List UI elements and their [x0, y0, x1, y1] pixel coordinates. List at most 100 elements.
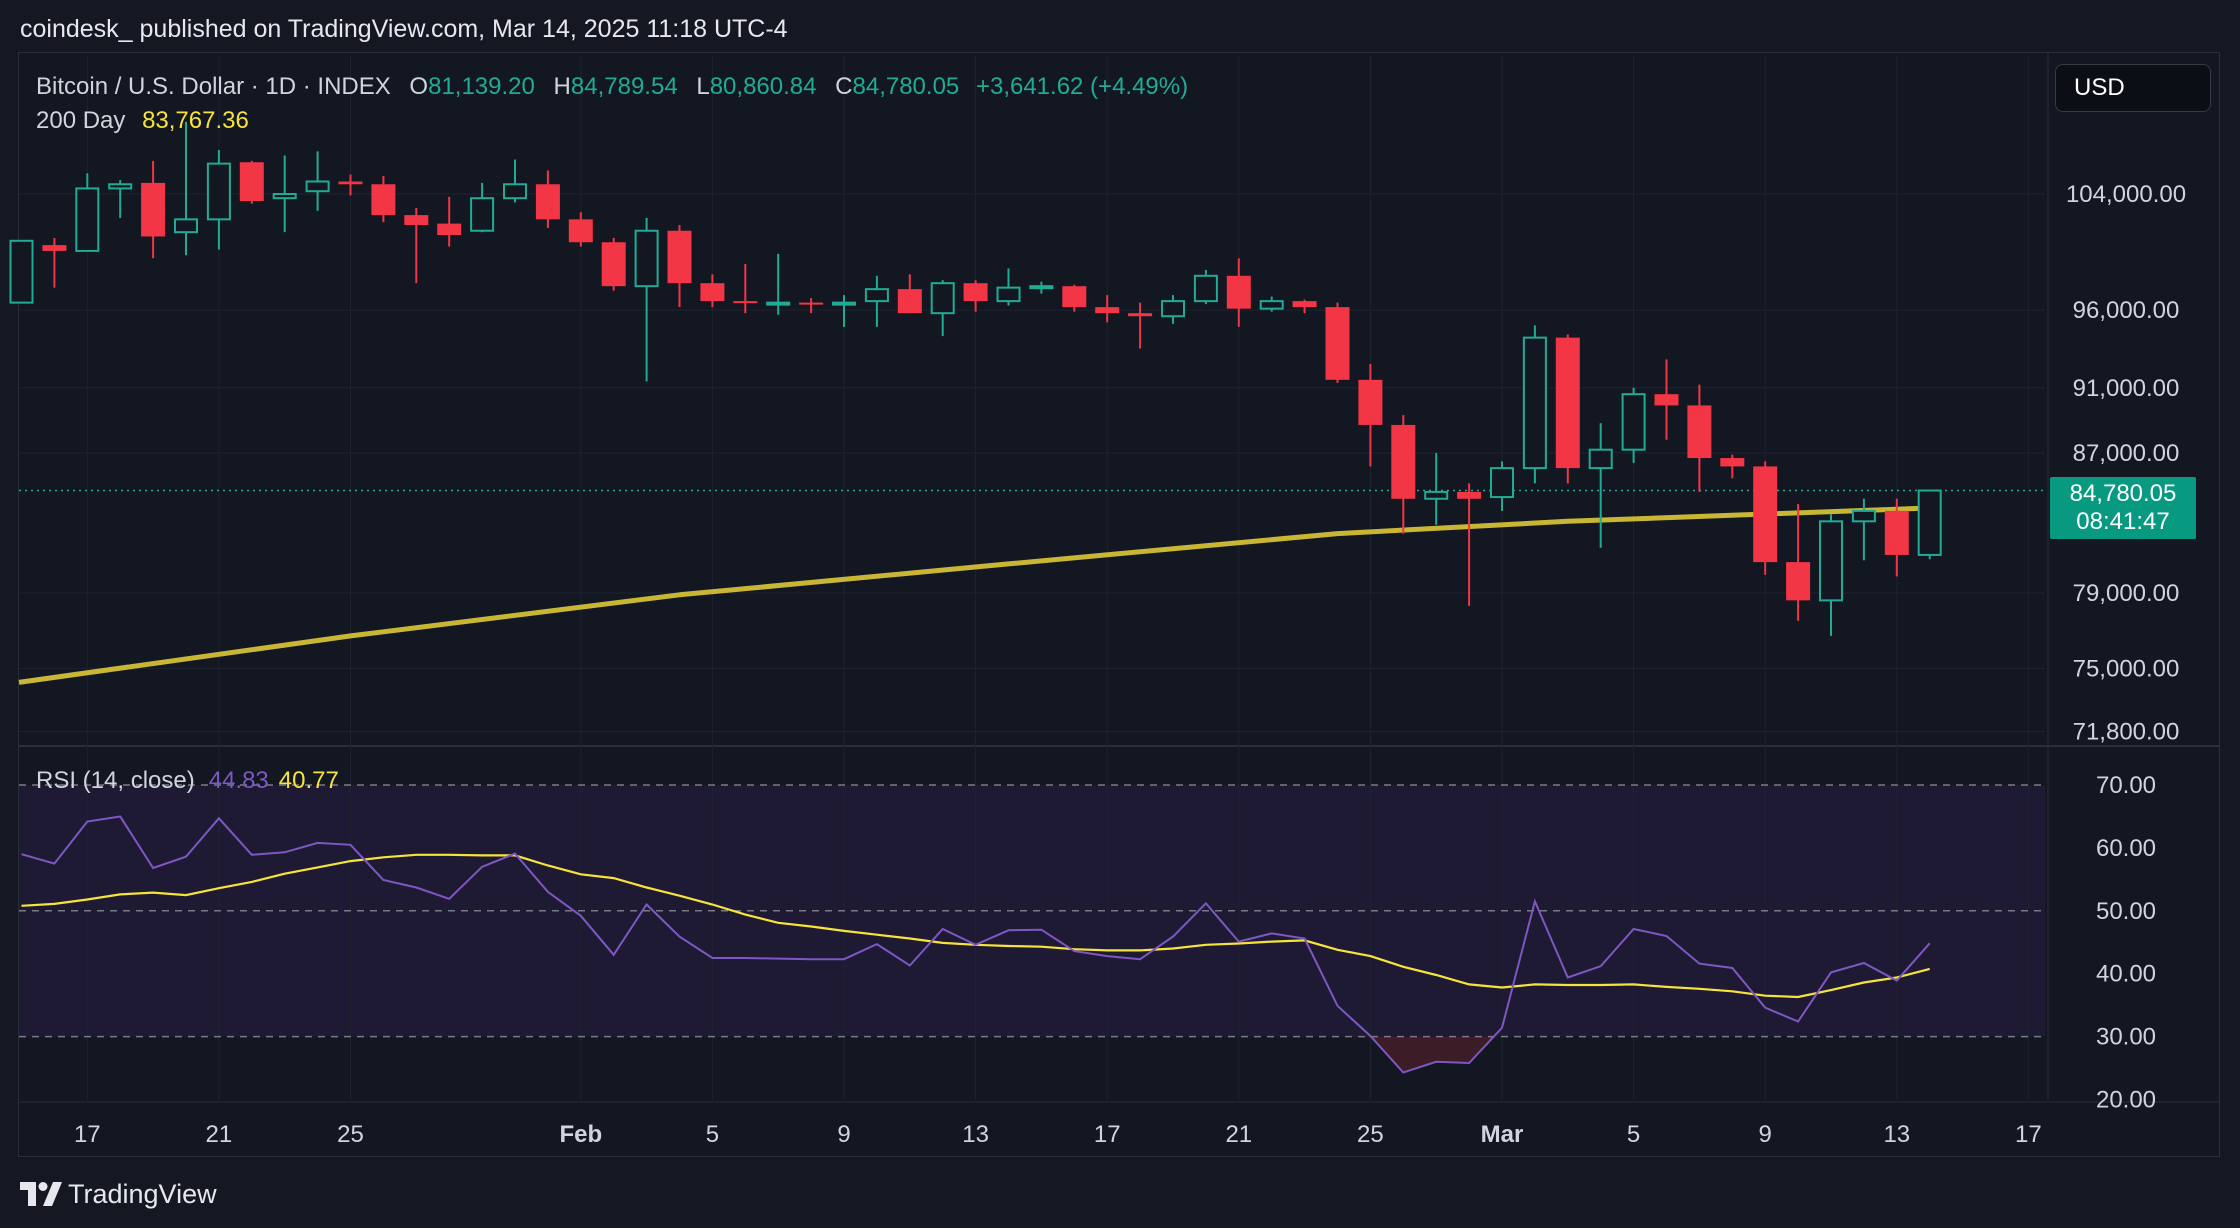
candle-body: [601, 242, 626, 287]
candle-body: [1490, 467, 1514, 499]
candle-body: [338, 181, 363, 185]
candle-body: [1062, 286, 1087, 308]
candle-body: [1029, 285, 1054, 290]
candle-body: [1391, 424, 1416, 499]
x-tick-label: 9: [1759, 1121, 1772, 1148]
candle-body: [667, 230, 692, 284]
x-tick-label: 5: [706, 1121, 719, 1148]
candle-body: [371, 184, 396, 216]
price-tick-label: 75,000.00: [2073, 655, 2180, 682]
price-tick-label: 71,800.00: [2073, 719, 2180, 746]
candle-body: [996, 286, 1021, 303]
candle-body: [1917, 489, 1942, 556]
symbol-label[interactable]: Bitcoin / U.S. Dollar · 1D · INDEX: [36, 73, 391, 100]
rsi-oversold-fill: [1337, 1035, 1496, 1073]
footer-brand[interactable]: TradingView: [20, 1172, 217, 1216]
x-tick-label: 25: [337, 1121, 364, 1148]
rsi-tick-label: 70.00: [2096, 772, 2156, 799]
candle-body: [634, 229, 659, 288]
rsi-tick-label: 60.00: [2096, 835, 2156, 862]
candle-body: [437, 223, 462, 236]
candle-body: [1457, 491, 1482, 499]
candle-body: [1621, 393, 1646, 451]
candle-body: [470, 197, 495, 232]
x-tick-label: 17: [2015, 1121, 2042, 1148]
candle-body: [1259, 300, 1284, 310]
rsi-ma-value: 40.77: [278, 767, 339, 794]
candles-layer: [9, 121, 1942, 636]
bar-countdown: 08:41:47: [2076, 508, 2170, 535]
candle-body: [1095, 307, 1120, 314]
candle-body: [963, 283, 988, 302]
rsi-value: 44.83: [208, 767, 269, 794]
candle-body: [404, 215, 429, 226]
candle-body: [1687, 405, 1712, 459]
candle-body: [1193, 274, 1218, 303]
candle-body: [700, 283, 725, 302]
candle-body: [108, 183, 133, 190]
rsi-line: [21, 815, 1931, 1074]
price-legend: Bitcoin / U.S. Dollar · 1D · INDEX O81,1…: [36, 70, 1188, 138]
rsi-band-fill: [19, 785, 2045, 1037]
candle-body: [864, 288, 889, 303]
candle-body: [1128, 313, 1153, 317]
x-tick-label: 21: [206, 1121, 233, 1148]
candle-body: [1720, 458, 1745, 467]
candle-body: [503, 183, 527, 200]
price-tick-label: 96,000.00: [2073, 297, 2180, 324]
candle-body: [305, 180, 330, 193]
candle-body: [1292, 301, 1317, 308]
x-tick-label: 17: [74, 1121, 101, 1148]
high-key: H: [553, 73, 571, 100]
rsi-label[interactable]: RSI (14, close): [36, 767, 195, 794]
low-key: L: [696, 73, 710, 100]
price-tick-label: 79,000.00: [2073, 580, 2180, 607]
x-tick-label: 9: [837, 1121, 850, 1148]
footer-brand-label: TradingView: [68, 1179, 217, 1209]
x-tick-label: 21: [1225, 1121, 1252, 1148]
price-tick-label: 91,000.00: [2073, 375, 2180, 402]
candle-body: [174, 218, 198, 234]
candle-body: [9, 239, 34, 304]
rsi-band-area: [19, 785, 2045, 1037]
ma200-label[interactable]: 200 Day: [36, 107, 126, 134]
price-tick-label: 87,000.00: [2073, 440, 2180, 467]
candle-body: [1161, 300, 1185, 318]
x-tick-label: 17: [1094, 1121, 1121, 1148]
candle-body: [1555, 337, 1580, 469]
price-tick-label: 104,000.00: [2066, 181, 2186, 208]
candle-body: [75, 187, 100, 252]
x-tick-label: 13: [962, 1121, 989, 1148]
x-tick-label: 25: [1357, 1121, 1384, 1148]
ma200-layer: [18, 505, 1930, 685]
open-key: O: [409, 73, 429, 100]
publisher-line: coindesk_ published on TradingView.com, …: [20, 15, 788, 43]
candle-body: [141, 182, 166, 237]
candle-body: [1424, 490, 1449, 500]
candle-body: [799, 302, 824, 305]
candle-body: [1654, 394, 1679, 406]
candle-body: [1226, 275, 1251, 309]
close-value: 84,780.05: [852, 73, 960, 100]
tradingview-logo-icon: [20, 1182, 62, 1206]
ma200-value: 83,767.36: [142, 107, 249, 134]
candle-body: [1358, 379, 1383, 425]
rsi-tick-label: 20.00: [2096, 1087, 2156, 1114]
rsi-legend: RSI (14, close) 44.83 40.77: [36, 764, 339, 798]
candle-body: [766, 301, 791, 306]
candle-body: [1819, 520, 1843, 602]
candle-body: [206, 162, 231, 221]
candle-body: [733, 301, 758, 304]
x-tick-label: Feb: [559, 1121, 602, 1148]
candle-body: [272, 193, 297, 200]
candle-body: [568, 219, 593, 243]
close-key: C: [835, 73, 853, 100]
axis-labels: 17 21 25 Feb 5 9 13 17 21 25 Mar 5 9 13 17 104,000.00 96…: [74, 181, 2186, 1148]
x-tick-label: 13: [1883, 1121, 1910, 1148]
rsi-tick-label: 50.00: [2096, 898, 2156, 925]
last-price-tag: 84,780.05 08:41:47: [2050, 477, 2196, 539]
candle-body: [1522, 336, 1547, 470]
x-tick-label: 5: [1627, 1121, 1640, 1148]
currency-button[interactable]: USD: [2055, 64, 2211, 112]
